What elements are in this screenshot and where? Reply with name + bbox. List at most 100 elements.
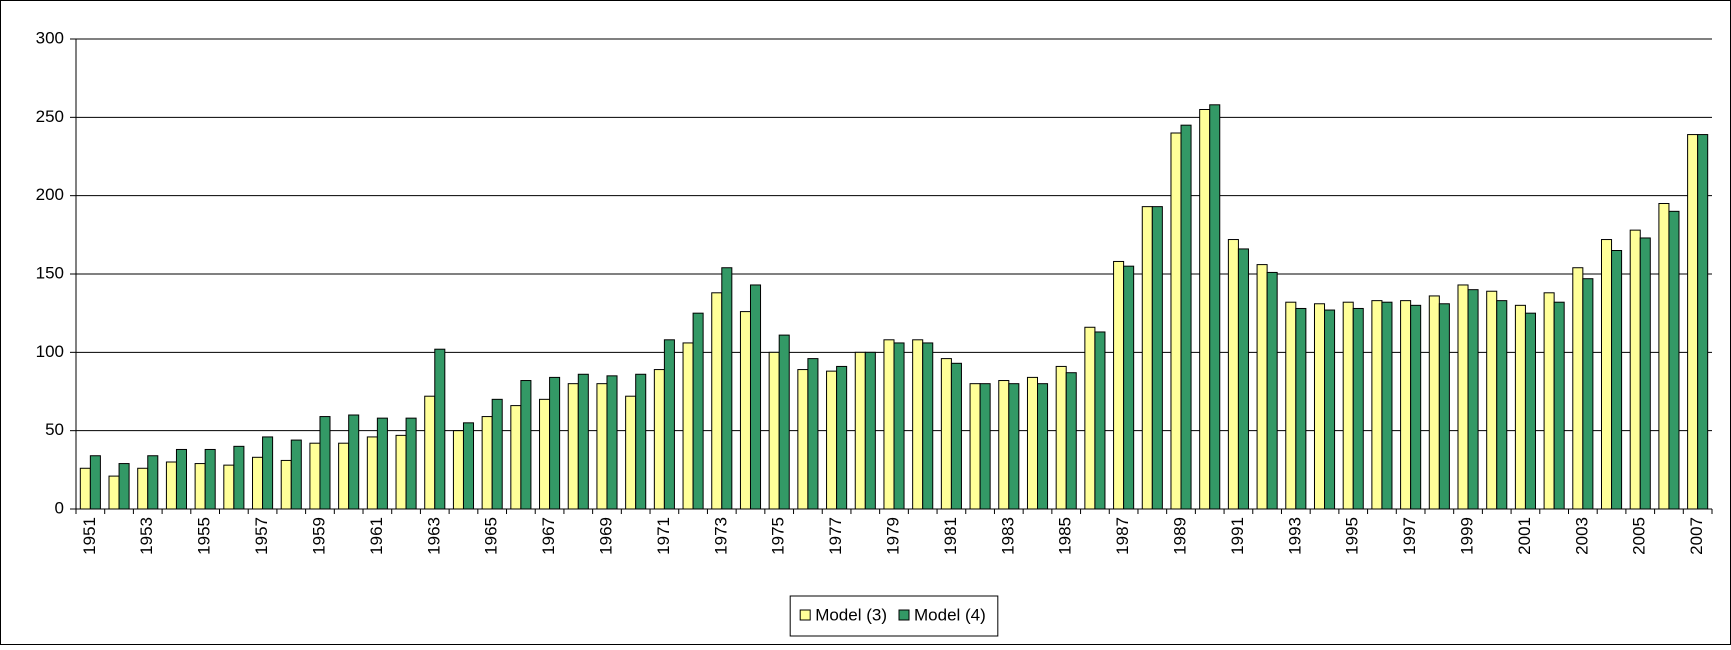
bar bbox=[979, 383, 991, 510]
bar bbox=[711, 292, 723, 510]
bar bbox=[366, 436, 378, 510]
legend-swatch bbox=[799, 609, 811, 621]
bar bbox=[998, 380, 1010, 510]
bar bbox=[1467, 289, 1479, 510]
bar bbox=[940, 358, 952, 510]
bar bbox=[1697, 134, 1709, 510]
bar bbox=[807, 358, 819, 510]
y-tick-label: 100 bbox=[36, 342, 64, 361]
bar bbox=[233, 445, 245, 510]
bar bbox=[1256, 264, 1268, 510]
bar bbox=[462, 422, 475, 510]
x-tick-label: 1955 bbox=[195, 517, 214, 555]
bar bbox=[204, 448, 216, 510]
bar bbox=[1428, 295, 1440, 510]
bar bbox=[1055, 365, 1067, 510]
x-tick-label: 2001 bbox=[1515, 517, 1534, 555]
bar bbox=[1151, 206, 1163, 510]
bar bbox=[1582, 278, 1594, 510]
bar bbox=[854, 351, 866, 510]
bar bbox=[1457, 284, 1469, 510]
bar bbox=[1486, 290, 1498, 510]
bar bbox=[1371, 300, 1383, 510]
y-tick-label: 50 bbox=[45, 420, 64, 439]
x-tick-label: 1951 bbox=[80, 517, 99, 555]
bar bbox=[1668, 210, 1680, 510]
bar bbox=[1410, 304, 1422, 510]
bar bbox=[606, 375, 618, 510]
bar bbox=[1514, 304, 1526, 510]
bar bbox=[635, 373, 647, 510]
x-tick-label: 1969 bbox=[596, 517, 615, 555]
bar bbox=[1324, 309, 1336, 510]
bar bbox=[424, 395, 436, 510]
bar bbox=[137, 467, 149, 510]
bar bbox=[395, 434, 407, 510]
bar bbox=[1113, 260, 1125, 510]
bar bbox=[1065, 372, 1077, 510]
bar bbox=[653, 369, 665, 510]
bar bbox=[1611, 250, 1623, 510]
bar bbox=[1026, 376, 1039, 510]
bar bbox=[1400, 300, 1412, 510]
bar bbox=[893, 342, 905, 510]
bar bbox=[1543, 292, 1555, 510]
x-tick-label: 1963 bbox=[424, 517, 443, 555]
bar bbox=[376, 417, 388, 510]
bar bbox=[1658, 203, 1670, 510]
bar bbox=[549, 376, 561, 510]
bar bbox=[749, 284, 762, 510]
x-tick-label: 1971 bbox=[654, 517, 673, 555]
bar bbox=[912, 339, 924, 510]
bar bbox=[1572, 267, 1584, 510]
x-tick-label: 1989 bbox=[1171, 517, 1190, 555]
legend-label: Model (4) bbox=[914, 605, 986, 624]
bar bbox=[950, 362, 962, 510]
x-tick-label: 1967 bbox=[539, 517, 558, 555]
x-tick-label: 1993 bbox=[1285, 517, 1304, 555]
bar bbox=[118, 463, 130, 510]
x-tick-label: 1983 bbox=[998, 517, 1017, 555]
bar bbox=[826, 370, 838, 510]
x-tick-label: 1961 bbox=[367, 517, 386, 555]
x-tick-label: 1991 bbox=[1228, 517, 1247, 555]
y-tick-label: 300 bbox=[36, 28, 64, 47]
x-tick-label: 1979 bbox=[883, 517, 902, 555]
bar bbox=[1180, 124, 1192, 510]
bar bbox=[596, 383, 608, 510]
bar bbox=[1342, 301, 1354, 510]
bar bbox=[682, 342, 694, 510]
x-tick-label: 1973 bbox=[711, 517, 730, 555]
bar bbox=[663, 339, 675, 510]
bar bbox=[165, 461, 177, 510]
bar bbox=[768, 351, 780, 510]
legend-box bbox=[789, 595, 999, 637]
x-tick-label: 1977 bbox=[826, 517, 845, 555]
bar bbox=[1553, 301, 1565, 510]
bar bbox=[1352, 307, 1364, 510]
bar bbox=[539, 398, 551, 510]
bar bbox=[1094, 331, 1106, 510]
bar bbox=[223, 464, 235, 510]
x-tick-label: 1987 bbox=[1113, 517, 1132, 555]
bar bbox=[481, 416, 493, 510]
x-tick-label: 1965 bbox=[482, 517, 501, 555]
bar bbox=[1639, 237, 1651, 510]
bar bbox=[1285, 301, 1297, 510]
bar bbox=[739, 311, 751, 510]
bar bbox=[1629, 229, 1641, 510]
x-tick-label: 1985 bbox=[1056, 517, 1075, 555]
bar bbox=[348, 414, 360, 510]
bar bbox=[567, 383, 579, 510]
x-tick-label: 2005 bbox=[1630, 517, 1649, 555]
x-tick-label: 1957 bbox=[252, 517, 271, 555]
bar bbox=[520, 380, 532, 510]
bar bbox=[147, 455, 159, 510]
bar bbox=[1313, 303, 1326, 510]
bar bbox=[108, 475, 120, 510]
legend-label: Model (3) bbox=[815, 605, 887, 624]
y-tick-label: 0 bbox=[55, 498, 64, 517]
bar bbox=[89, 455, 101, 510]
bar bbox=[1209, 104, 1221, 510]
